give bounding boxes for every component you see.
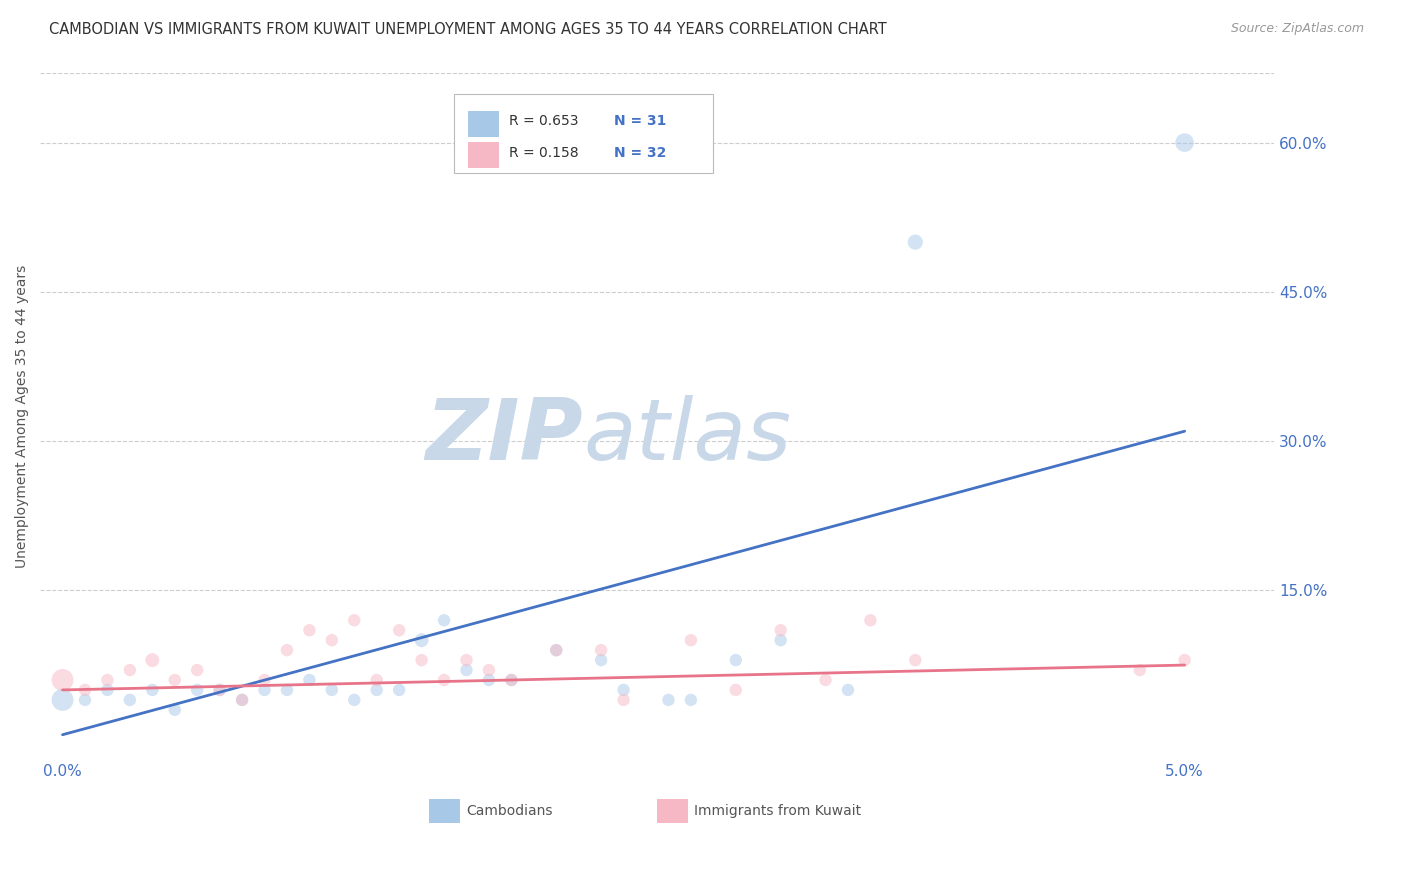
Point: [456, 663, 478, 677]
Point: [276, 682, 298, 697]
Point: [1129, 663, 1152, 677]
Y-axis label: Unemployment Among Ages 35 to 44 years: Unemployment Among Ages 35 to 44 years: [15, 265, 30, 568]
Point: [679, 693, 702, 707]
FancyBboxPatch shape: [468, 111, 499, 136]
Point: [904, 653, 927, 667]
Point: [366, 682, 388, 697]
Point: [231, 693, 253, 707]
Point: [837, 682, 859, 697]
Point: [141, 653, 163, 667]
Point: [321, 633, 343, 648]
Point: [501, 673, 523, 687]
Point: [411, 633, 433, 648]
Point: [343, 613, 366, 627]
Point: [321, 682, 343, 697]
Point: [298, 673, 321, 687]
FancyBboxPatch shape: [468, 142, 499, 169]
Point: [253, 682, 276, 697]
Point: [186, 663, 208, 677]
Point: [613, 693, 636, 707]
Point: [163, 673, 186, 687]
Point: [769, 633, 792, 648]
Point: [186, 682, 208, 697]
Point: [51, 673, 73, 687]
Point: [73, 682, 96, 697]
Text: Source: ZipAtlas.com: Source: ZipAtlas.com: [1230, 22, 1364, 36]
Point: [388, 682, 411, 697]
Point: [118, 693, 141, 707]
Point: [657, 693, 679, 707]
Text: ZIP: ZIP: [426, 395, 583, 478]
Point: [546, 643, 568, 657]
Point: [141, 682, 163, 697]
Point: [1174, 653, 1197, 667]
Text: CAMBODIAN VS IMMIGRANTS FROM KUWAIT UNEMPLOYMENT AMONG AGES 35 TO 44 YEARS CORRE: CAMBODIAN VS IMMIGRANTS FROM KUWAIT UNEM…: [49, 22, 887, 37]
Text: atlas: atlas: [583, 395, 792, 478]
Text: N = 32: N = 32: [614, 145, 666, 160]
Point: [724, 682, 747, 697]
Point: [591, 643, 613, 657]
Point: [96, 682, 118, 697]
FancyBboxPatch shape: [429, 798, 460, 823]
Text: Immigrants from Kuwait: Immigrants from Kuwait: [695, 804, 862, 818]
Point: [208, 682, 231, 697]
Point: [859, 613, 882, 627]
Point: [814, 673, 837, 687]
Point: [276, 643, 298, 657]
Point: [388, 624, 411, 638]
Point: [118, 663, 141, 677]
Point: [546, 643, 568, 657]
Point: [298, 624, 321, 638]
Point: [904, 235, 927, 249]
Text: R = 0.158: R = 0.158: [509, 145, 579, 160]
Text: N = 31: N = 31: [614, 114, 666, 128]
Text: Cambodians: Cambodians: [465, 804, 553, 818]
Point: [96, 673, 118, 687]
Point: [343, 693, 366, 707]
Point: [478, 673, 501, 687]
Point: [769, 624, 792, 638]
Point: [208, 682, 231, 697]
Point: [456, 653, 478, 667]
Point: [411, 653, 433, 667]
Text: R = 0.653: R = 0.653: [509, 114, 579, 128]
Point: [613, 682, 636, 697]
Point: [1174, 136, 1197, 150]
FancyBboxPatch shape: [657, 798, 688, 823]
Point: [478, 663, 501, 677]
Point: [501, 673, 523, 687]
Point: [231, 693, 253, 707]
Point: [51, 693, 73, 707]
Point: [679, 633, 702, 648]
Point: [253, 673, 276, 687]
FancyBboxPatch shape: [454, 94, 713, 172]
Point: [73, 693, 96, 707]
Point: [724, 653, 747, 667]
Point: [591, 653, 613, 667]
Point: [433, 613, 456, 627]
Point: [433, 673, 456, 687]
Point: [366, 673, 388, 687]
Point: [163, 703, 186, 717]
